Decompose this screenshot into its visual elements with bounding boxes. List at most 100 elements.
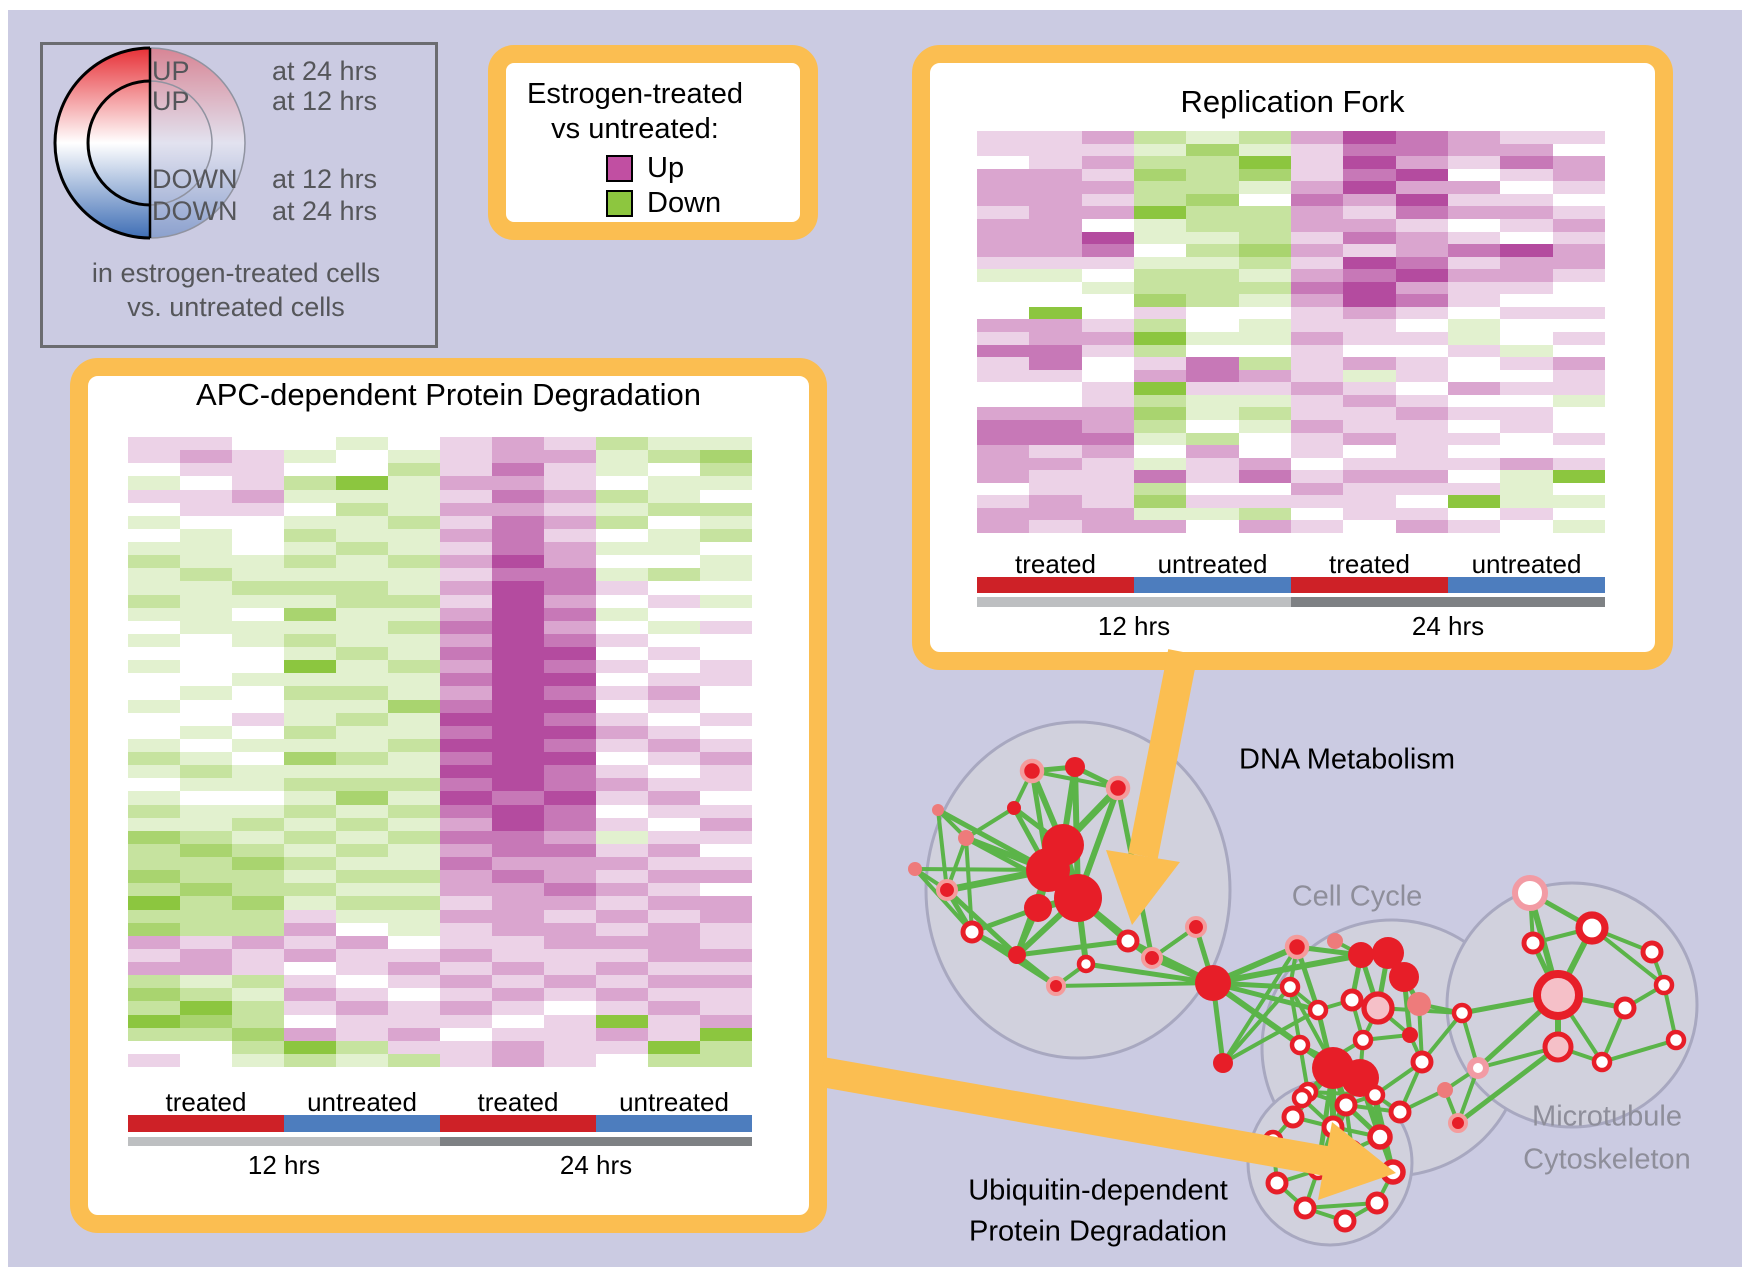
heatmap-cell <box>977 445 1030 458</box>
heatmap-cell <box>180 607 232 621</box>
heatmap-cell <box>284 935 336 949</box>
heatmap-cell <box>1395 319 1448 332</box>
heatmap-cell <box>1290 319 1344 332</box>
heatmap-cell <box>232 450 284 464</box>
heatmap-cell <box>180 568 232 582</box>
heatmap-cell <box>180 922 232 936</box>
heatmap-cell <box>232 962 284 976</box>
heatmap-cell <box>492 489 544 503</box>
heatmap-cell <box>336 1027 388 1041</box>
heatmap-cell <box>388 437 440 451</box>
apc-heatmap <box>128 437 752 1067</box>
heatmap-cell <box>180 870 232 884</box>
heatmap-cell <box>648 581 700 595</box>
heatmap-cell <box>544 896 596 910</box>
heatmap-cell <box>544 962 596 976</box>
heatmap-cell <box>1552 457 1605 471</box>
heatmap-cell <box>440 1040 492 1054</box>
heatmap-cell <box>1500 218 1553 232</box>
heatmap-cell <box>544 935 596 949</box>
heatmap-cell <box>232 896 284 910</box>
heatmap-cell <box>1290 369 1344 383</box>
heatmap-cell <box>700 830 752 844</box>
heatmap-cell <box>180 962 232 976</box>
heatmap-cell <box>388 633 440 647</box>
heatmap-cell <box>1186 432 1239 446</box>
heatmap-cell <box>440 988 492 1002</box>
heatmap-cell <box>128 804 180 818</box>
heatmap-cell <box>544 1040 596 1054</box>
heatmap-cell <box>544 476 596 490</box>
heatmap-cell <box>440 568 492 582</box>
apc-time-bars <box>128 1137 752 1146</box>
heatmap-cell <box>1081 419 1134 433</box>
heatmap-cell <box>440 765 492 779</box>
heatmap-cell <box>232 948 284 962</box>
heatmap-cell <box>1447 206 1501 219</box>
heatmap-cell <box>1186 520 1239 533</box>
heatmap-cell <box>180 502 232 516</box>
heatmap-cell <box>648 791 700 805</box>
heatmap-cell <box>1186 332 1239 345</box>
heatmap-cell <box>1343 382 1396 395</box>
heatmap-cell <box>128 489 180 503</box>
heatmap-cell <box>388 542 440 556</box>
heatmap-cell <box>1447 482 1501 496</box>
heatmap-cell <box>284 673 336 687</box>
heatmap-cell <box>232 568 284 582</box>
heatmap-cell <box>596 935 648 949</box>
heatmap-cell <box>232 476 284 490</box>
heatmap-cell <box>1290 206 1344 219</box>
heatmap-cell <box>492 988 544 1002</box>
heatmap-cell <box>1133 445 1187 458</box>
heatmap-cell <box>1552 495 1605 508</box>
heatmap-cell <box>1133 168 1187 182</box>
heatmap-cell <box>1290 394 1344 408</box>
heatmap-cell <box>648 870 700 884</box>
heatmap-cell <box>128 581 180 595</box>
heatmap-cell <box>596 883 648 897</box>
heatmap-cell <box>1343 306 1396 320</box>
heatmap-cell <box>1447 156 1501 169</box>
heatmap-cell <box>700 857 752 871</box>
heatmap-cell <box>1447 382 1501 395</box>
heatmap-cell <box>180 778 232 792</box>
heatmap-cell <box>596 843 648 857</box>
heatmap-cell <box>1133 357 1187 370</box>
heatmap-cell <box>128 830 180 844</box>
heatmap-cell <box>440 752 492 766</box>
group-bar <box>1134 577 1291 593</box>
heatmap-cell <box>1447 244 1501 257</box>
heatmap-cell <box>128 647 180 661</box>
heatmap-cell <box>700 515 752 529</box>
heatmap-cell <box>648 778 700 792</box>
updown-time-24: at 24 hrs <box>272 56 378 86</box>
heatmap-cell <box>232 502 284 516</box>
heatmap-cell <box>1500 407 1553 420</box>
heatmap-cell <box>1029 206 1082 219</box>
heatmap-cell <box>492 778 544 792</box>
heatmap-cell <box>1133 344 1187 358</box>
heatmap-cell <box>492 647 544 661</box>
up-label: Up <box>647 152 685 184</box>
heatmap-cell <box>440 450 492 464</box>
heatmap-cell <box>284 528 336 542</box>
heatmap-cell <box>232 712 284 726</box>
heatmap-cell <box>336 1001 388 1015</box>
heatmap-cell <box>388 870 440 884</box>
heatmap-cell <box>596 673 648 687</box>
heatmap-cell <box>1029 432 1082 446</box>
heatmap-cell <box>1081 445 1134 458</box>
heatmap-cell <box>977 168 1030 182</box>
heatmap-cell <box>232 804 284 818</box>
heatmap-cell <box>388 962 440 976</box>
replication-fork-heatmap <box>977 131 1605 533</box>
heatmap-cell <box>1343 507 1396 521</box>
heatmap-cell <box>977 244 1030 257</box>
heatmap-cell <box>700 633 752 647</box>
heatmap-cell <box>977 520 1030 533</box>
heatmap-cell <box>1238 457 1291 471</box>
heatmap-cell <box>492 555 544 569</box>
heatmap-cell <box>596 896 648 910</box>
heatmap-cell <box>180 712 232 726</box>
